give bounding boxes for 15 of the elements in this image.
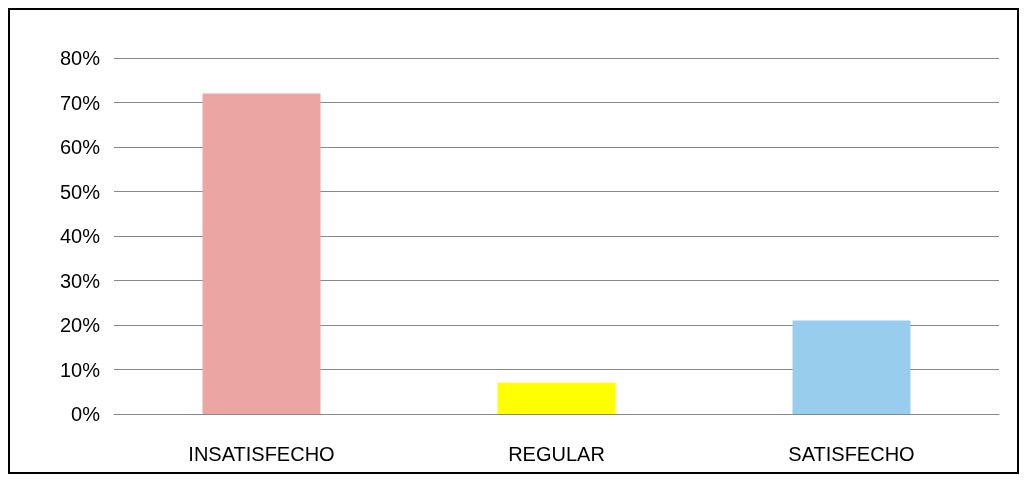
bar bbox=[497, 382, 616, 414]
bar bbox=[202, 93, 321, 414]
y-tick-label: 40% bbox=[59, 225, 101, 247]
y-tick-label: 70% bbox=[59, 91, 101, 114]
y-tick-label: 10% bbox=[59, 358, 101, 381]
y-tick-label: 50% bbox=[59, 180, 101, 203]
y-tick-label: 0% bbox=[71, 403, 101, 425]
y-tick-label: 30% bbox=[59, 269, 101, 292]
x-tick-label: SATISFECHO bbox=[788, 443, 915, 465]
y-tick-label: 80% bbox=[59, 47, 101, 69]
y-tick-label: 20% bbox=[59, 314, 101, 336]
x-tick-label: REGULAR bbox=[508, 443, 605, 465]
bar bbox=[792, 320, 911, 414]
x-tick-label: INSATISFECHO bbox=[188, 443, 335, 465]
y-tick-label: 60% bbox=[59, 136, 101, 158]
